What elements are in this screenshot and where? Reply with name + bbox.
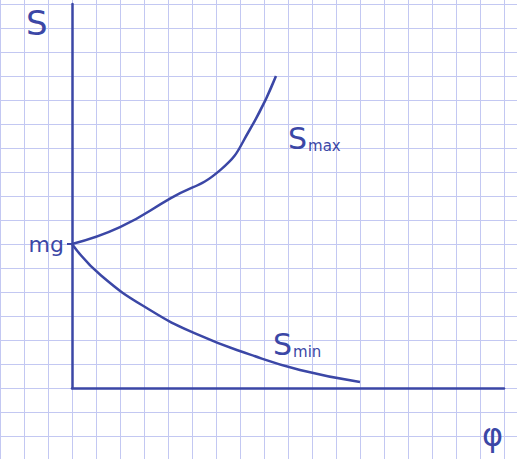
svg-text:S: S xyxy=(273,327,292,362)
svg-text:S: S xyxy=(26,3,48,43)
svg-text:S: S xyxy=(288,121,307,156)
svg-text:mg: mg xyxy=(29,232,64,257)
svg-text:φ: φ xyxy=(482,416,503,454)
svg-text:max: max xyxy=(308,137,341,155)
svg-text:min: min xyxy=(293,343,321,361)
